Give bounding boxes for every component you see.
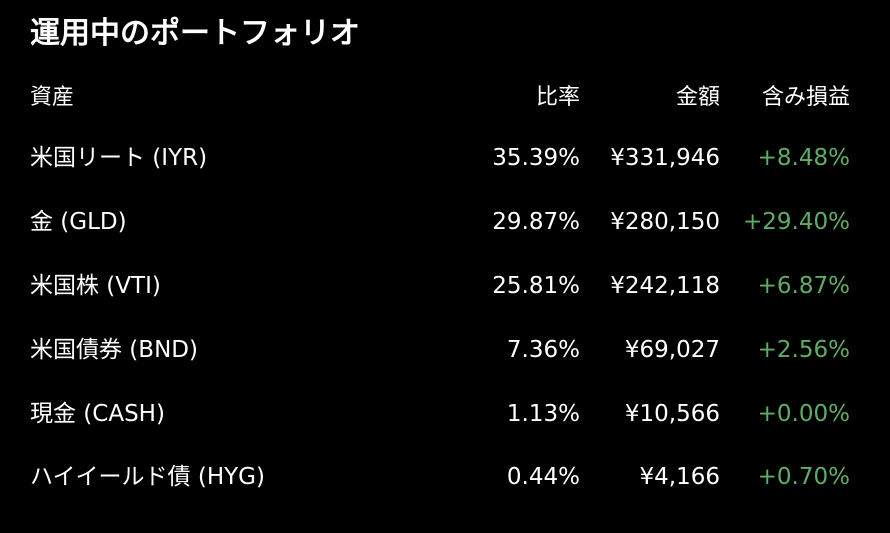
asset-name: 現金 (CASH)	[30, 401, 165, 427]
asset-ratio: 7.36%	[506, 337, 580, 363]
asset-ratio: 1.13%	[506, 401, 580, 427]
asset-name: 米国リート (IYR)	[30, 145, 208, 171]
asset-name: ハイイールド債 (HYG)	[30, 464, 265, 490]
table-row[interactable]: 米国債券 (BND) 7.36% ¥69,027 +2.56%	[0, 330, 890, 370]
table-row[interactable]: ハイイールド債 (HYG) 0.44% ¥4,166 +0.70%	[0, 457, 890, 497]
table-row[interactable]: 米国リート (IYR) 35.39% ¥331,946 +8.48%	[0, 138, 890, 178]
asset-name: 金 (GLD)	[30, 209, 127, 235]
asset-name: 米国株 (VTI)	[30, 273, 161, 299]
page-title: 運用中のポートフォリオ	[30, 16, 360, 51]
asset-unrealized-pl: +0.70%	[757, 464, 850, 490]
table-row[interactable]: 米国株 (VTI) 25.81% ¥242,118 +6.87%	[0, 266, 890, 306]
header-amount: 金額	[675, 85, 720, 110]
asset-amount: ¥331,946	[610, 145, 720, 171]
header-unrealized-pl: 含み損益	[761, 85, 850, 110]
asset-amount: ¥10,566	[624, 401, 720, 427]
asset-unrealized-pl: +29.40%	[743, 209, 850, 235]
table-header: 資産 比率 金額 含み損益	[0, 78, 890, 118]
asset-amount: ¥69,027	[624, 337, 720, 363]
asset-unrealized-pl: +2.56%	[757, 337, 850, 363]
header-asset: 資産	[30, 85, 75, 110]
table-row[interactable]: 現金 (CASH) 1.13% ¥10,566 +0.00%	[0, 394, 890, 434]
asset-ratio: 35.39%	[492, 145, 580, 171]
asset-amount: ¥4,166	[639, 464, 720, 490]
asset-unrealized-pl: +8.48%	[757, 145, 850, 171]
asset-ratio: 29.87%	[492, 209, 580, 235]
header-ratio: 比率	[535, 85, 580, 110]
asset-ratio: 25.81%	[492, 273, 580, 299]
asset-unrealized-pl: +6.87%	[757, 273, 850, 299]
asset-name: 米国債券 (BND)	[30, 337, 198, 363]
asset-ratio: 0.44%	[506, 464, 580, 490]
asset-unrealized-pl: +0.00%	[757, 401, 850, 427]
asset-amount: ¥280,150	[610, 209, 720, 235]
asset-amount: ¥242,118	[610, 273, 720, 299]
table-row[interactable]: 金 (GLD) 29.87% ¥280,150 +29.40%	[0, 202, 890, 242]
